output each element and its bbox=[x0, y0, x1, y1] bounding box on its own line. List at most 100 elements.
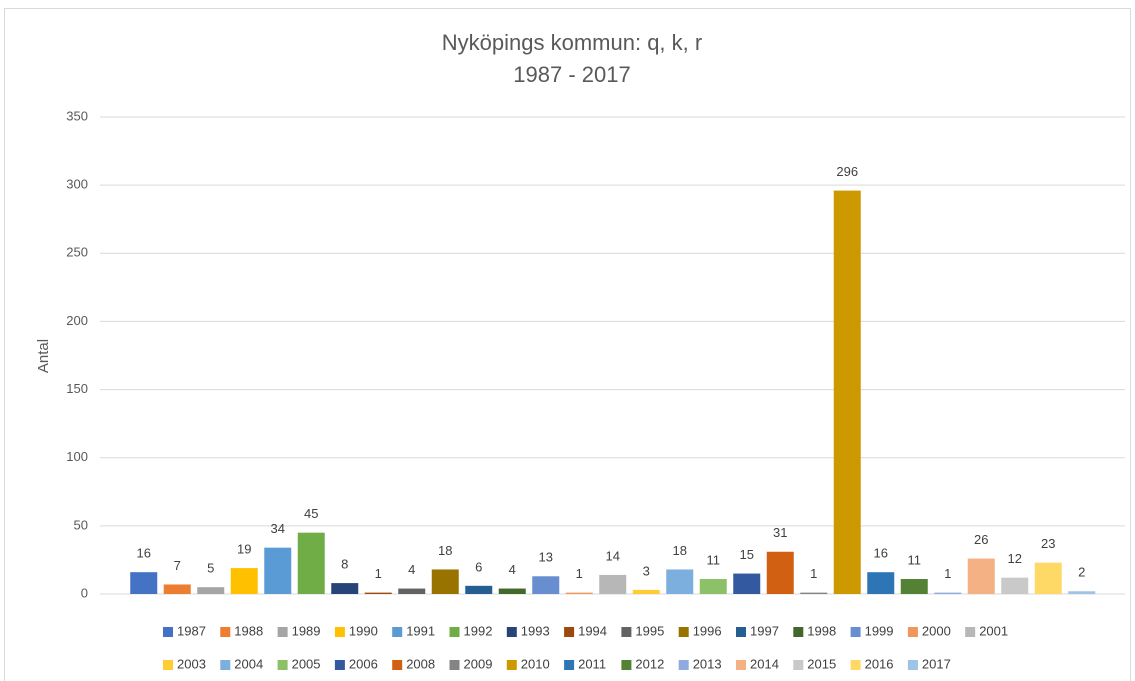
chart-subtitle: 1987 - 2017 bbox=[513, 62, 630, 87]
legend-label: 1994 bbox=[578, 623, 607, 638]
data-label: 26 bbox=[974, 532, 988, 547]
data-label: 3 bbox=[643, 563, 650, 578]
legend-label: 1987 bbox=[177, 623, 206, 638]
bar bbox=[967, 558, 995, 594]
y-tick-label: 250 bbox=[66, 245, 88, 260]
legend-label: 2014 bbox=[750, 656, 779, 671]
legend-label: 1992 bbox=[464, 623, 493, 638]
bar bbox=[699, 579, 727, 594]
legend-swatch bbox=[678, 660, 689, 670]
legend-swatch bbox=[907, 660, 918, 670]
legend-swatch bbox=[564, 627, 575, 637]
bar bbox=[733, 573, 761, 594]
legend-swatch bbox=[907, 627, 918, 637]
legend-label: 2012 bbox=[635, 656, 664, 671]
legend-swatch bbox=[621, 660, 632, 670]
data-label: 11 bbox=[908, 552, 922, 567]
bar bbox=[1068, 591, 1096, 594]
y-tick-label: 100 bbox=[66, 449, 88, 464]
legend-label: 2017 bbox=[922, 656, 951, 671]
legend-swatch bbox=[449, 627, 460, 637]
data-label: 31 bbox=[773, 525, 787, 540]
data-label: 1 bbox=[944, 566, 951, 581]
data-label: 2 bbox=[1078, 565, 1085, 580]
y-tick-label: 350 bbox=[66, 108, 88, 123]
data-label: 18 bbox=[438, 543, 452, 558]
bar bbox=[498, 588, 526, 594]
data-label: 5 bbox=[207, 561, 214, 576]
bar bbox=[130, 572, 158, 594]
bar bbox=[833, 190, 861, 594]
bar bbox=[766, 551, 794, 594]
bar bbox=[867, 572, 895, 594]
data-label: 4 bbox=[509, 562, 516, 577]
legend-label: 2001 bbox=[979, 623, 1008, 638]
legend-swatch bbox=[564, 660, 575, 670]
bar bbox=[1001, 577, 1029, 594]
legend-swatch bbox=[965, 627, 976, 637]
data-label: 45 bbox=[304, 506, 318, 521]
data-label: 15 bbox=[740, 547, 754, 562]
legend-swatch bbox=[850, 627, 861, 637]
chart-frame bbox=[4, 8, 1131, 681]
legend-label: 2015 bbox=[807, 656, 836, 671]
legend-label: 2016 bbox=[865, 656, 894, 671]
data-label: 16 bbox=[137, 546, 151, 561]
legend-label: 2010 bbox=[521, 656, 550, 671]
data-label: 34 bbox=[271, 521, 285, 536]
bar bbox=[230, 568, 258, 594]
legend-swatch bbox=[277, 627, 288, 637]
bar bbox=[197, 587, 225, 594]
bar bbox=[532, 576, 560, 594]
bar bbox=[331, 583, 359, 594]
legend-label: 1988 bbox=[234, 623, 263, 638]
legend-label: 1990 bbox=[349, 623, 378, 638]
data-label: 19 bbox=[237, 542, 251, 557]
legend-swatch bbox=[506, 627, 517, 637]
legend-label: 1997 bbox=[750, 623, 779, 638]
legend-swatch bbox=[850, 660, 861, 670]
legend-swatch bbox=[163, 660, 173, 670]
y-axis-label: Antal bbox=[35, 339, 52, 373]
legend-label: 2011 bbox=[578, 656, 606, 671]
y-tick-label: 150 bbox=[66, 381, 88, 396]
data-label: 1 bbox=[375, 566, 382, 581]
legend-label: 2006 bbox=[349, 656, 378, 671]
data-label: 13 bbox=[539, 550, 553, 565]
bar bbox=[297, 532, 325, 594]
legend-label: 2008 bbox=[406, 656, 435, 671]
data-label: 7 bbox=[174, 558, 181, 573]
bar bbox=[599, 574, 627, 594]
bar bbox=[264, 547, 292, 594]
data-label: 11 bbox=[707, 552, 721, 567]
bar bbox=[565, 592, 593, 594]
data-label: 18 bbox=[673, 543, 687, 558]
legend-label: 1995 bbox=[635, 623, 664, 638]
legend-swatch bbox=[793, 660, 804, 670]
legend-swatch bbox=[277, 660, 288, 670]
data-label: 16 bbox=[874, 546, 888, 561]
legend-label: 2000 bbox=[922, 623, 951, 638]
legend-label: 1991 bbox=[406, 623, 435, 638]
legend-label: 1999 bbox=[865, 623, 894, 638]
bar bbox=[163, 584, 191, 594]
data-label: 1 bbox=[576, 566, 583, 581]
bar bbox=[900, 579, 928, 594]
data-label: 23 bbox=[1041, 536, 1055, 551]
legend-swatch bbox=[506, 660, 517, 670]
y-tick-label: 200 bbox=[66, 313, 88, 328]
legend-swatch bbox=[392, 627, 403, 637]
legend-swatch bbox=[736, 627, 746, 637]
bar bbox=[632, 589, 660, 594]
legend-label: 1989 bbox=[292, 623, 321, 638]
legend-label: 1996 bbox=[693, 623, 722, 638]
legend-swatch bbox=[793, 627, 804, 637]
data-label: 1 bbox=[810, 566, 817, 581]
legend-swatch bbox=[392, 660, 403, 670]
legend-label: 2004 bbox=[234, 656, 263, 671]
chart-title: Nyköpings kommun: q, k, r bbox=[442, 30, 702, 55]
legend-label: 2003 bbox=[177, 656, 206, 671]
bar bbox=[431, 569, 459, 594]
legend-swatch bbox=[736, 660, 746, 670]
